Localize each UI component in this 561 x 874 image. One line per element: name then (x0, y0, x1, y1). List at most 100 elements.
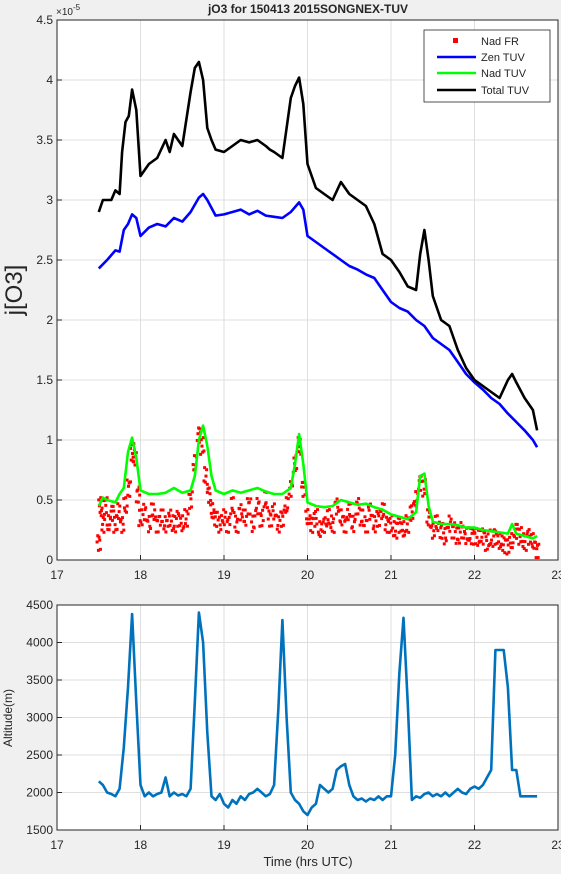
marker-nad-fr (219, 528, 223, 532)
marker-nad-fr (341, 514, 345, 518)
marker-nad-fr (240, 512, 244, 516)
marker-nad-fr (205, 468, 209, 472)
marker-nad-fr (156, 519, 160, 523)
marker-nad-fr (494, 532, 498, 536)
marker-nad-fr (297, 445, 301, 449)
marker-nad-fr (449, 517, 453, 521)
marker-nad-fr (97, 498, 101, 502)
marker-nad-fr (355, 501, 359, 505)
marker-nad-fr (455, 526, 459, 530)
bottom-y-tick-label: 1500 (26, 823, 53, 837)
bottom-y-tick-label: 3500 (26, 673, 53, 687)
series-line-nad-tuv (97, 424, 538, 540)
marker-nad-fr (219, 514, 223, 518)
marker-nad-fr (499, 545, 503, 549)
marker-nad-fr (245, 514, 249, 518)
marker-nad-fr (534, 556, 538, 560)
marker-nad-fr (266, 517, 270, 521)
marker-nad-fr (270, 524, 274, 528)
marker-nad-fr (131, 455, 135, 459)
marker-nad-fr (325, 509, 329, 513)
legend-entry-zen-tuv: Zen TUV (437, 52, 525, 64)
bottom-x-tick-label: 19 (217, 838, 231, 852)
marker-nad-fr (405, 528, 409, 532)
marker-nad-fr (136, 488, 140, 492)
marker-nad-fr (491, 544, 495, 548)
marker-nad-fr (486, 532, 490, 536)
marker-nad-fr (466, 538, 470, 542)
marker-nad-fr (315, 522, 319, 526)
bottom-y-tick-label: 2500 (26, 748, 53, 762)
marker-nad-fr (208, 492, 212, 496)
marker-nad-fr (331, 521, 335, 525)
marker-nad-fr (122, 528, 126, 532)
marker-nad-fr (103, 517, 107, 521)
marker-nad-fr (537, 542, 541, 546)
marker-nad-fr (262, 505, 266, 509)
marker-nad-fr (386, 518, 390, 522)
marker-nad-fr (337, 508, 341, 512)
marker-nad-fr (282, 508, 286, 512)
marker-nad-fr (97, 535, 101, 539)
series-line-total-tuv (97, 60, 539, 431)
marker-nad-fr (317, 533, 321, 537)
marker-nad-fr (309, 529, 313, 533)
marker-nad-fr (389, 521, 393, 525)
marker-nad-fr (224, 510, 228, 514)
marker-nad-fr (319, 528, 323, 532)
marker-nad-fr (435, 514, 439, 518)
marker-nad-fr (238, 518, 242, 522)
marker-nad-fr (510, 532, 514, 536)
marker-nad-fr (536, 556, 540, 560)
marker-nad-fr (454, 541, 458, 545)
marker-nad-fr (410, 504, 414, 508)
marker-nad-fr (321, 520, 325, 524)
marker-nad-fr (301, 494, 305, 498)
marker-nad-fr (118, 520, 122, 524)
marker-nad-fr (481, 542, 485, 546)
marker-nad-fr (112, 509, 116, 513)
marker-nad-fr (365, 519, 369, 523)
marker-nad-fr (473, 531, 477, 535)
marker-nad-fr (421, 494, 425, 498)
marker-nad-fr (259, 514, 263, 518)
marker-nad-fr (199, 438, 203, 442)
marker-nad-fr (311, 517, 315, 521)
marker-nad-fr (181, 514, 185, 518)
marker-nad-fr (500, 534, 504, 538)
marker-nad-fr (373, 515, 377, 519)
marker-nad-fr (95, 540, 99, 544)
marker-nad-fr (397, 530, 401, 534)
marker-nad-fr (249, 497, 253, 501)
marker-nad-fr (501, 543, 505, 547)
marker-nad-fr (453, 521, 457, 525)
marker-nad-fr (535, 547, 539, 551)
top-series-layer (95, 60, 541, 560)
marker-nad-fr (339, 520, 343, 524)
marker-nad-fr (520, 539, 524, 543)
marker-nad-fr (286, 497, 290, 501)
marker-nad-fr (323, 516, 327, 520)
marker-nad-fr (133, 463, 137, 467)
marker-nad-fr (464, 542, 468, 546)
marker-nad-fr (471, 542, 475, 546)
marker-nad-fr (137, 508, 141, 512)
marker-nad-fr (265, 506, 269, 510)
marker-nad-fr (275, 527, 279, 531)
marker-nad-fr (203, 466, 207, 470)
marker-nad-fr (457, 526, 461, 530)
marker-nad-fr (336, 505, 340, 509)
marker-nad-fr (468, 536, 472, 540)
bottom-x-tick-label: 18 (134, 838, 148, 852)
marker-nad-fr (508, 541, 512, 545)
marker-nad-fr (357, 497, 361, 501)
marker-nad-fr (287, 492, 291, 496)
marker-nad-fr (443, 527, 447, 531)
bottom-x-tick-label: 23 (551, 838, 561, 852)
marker-nad-fr (409, 518, 413, 522)
marker-nad-fr (228, 523, 232, 527)
marker-nad-fr (254, 509, 258, 513)
marker-nad-fr (508, 535, 512, 539)
marker-nad-fr (239, 503, 243, 507)
marker-nad-fr (497, 540, 501, 544)
